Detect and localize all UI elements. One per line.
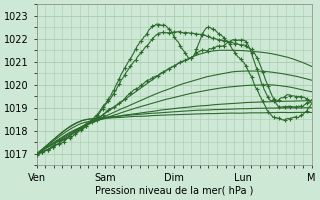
X-axis label: Pression niveau de la mer( hPa ): Pression niveau de la mer( hPa ) <box>95 186 253 196</box>
